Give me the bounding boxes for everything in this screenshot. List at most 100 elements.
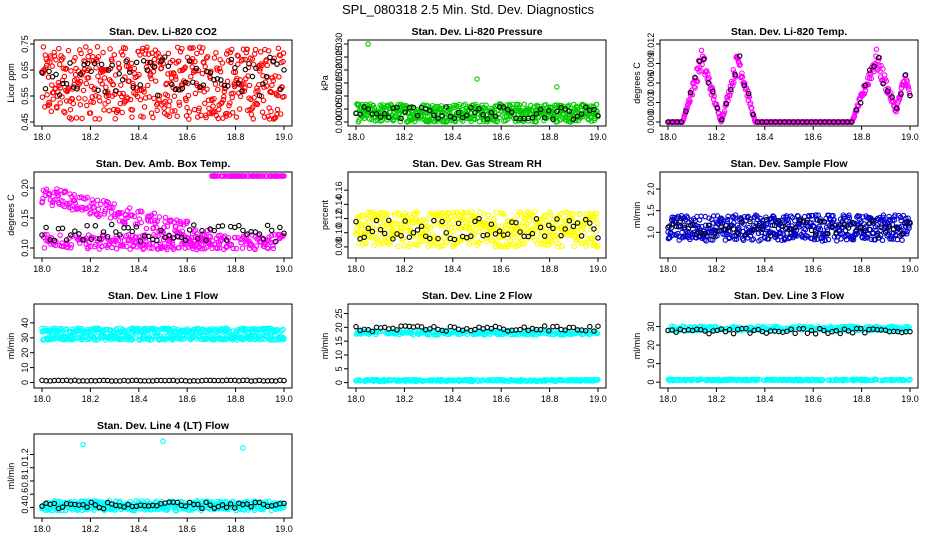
data-point <box>681 222 688 229</box>
data-point <box>98 201 104 208</box>
x-tick-label: 18.2 <box>708 264 726 274</box>
data-point <box>281 67 287 73</box>
x-tick-label: 18.2 <box>396 132 414 142</box>
data-point <box>192 58 198 65</box>
data-point <box>361 104 367 110</box>
x-tick-label: 18.8 <box>541 394 559 404</box>
data-point <box>281 93 287 100</box>
data-point <box>893 105 900 111</box>
data-point <box>769 222 776 228</box>
data-point <box>751 376 757 383</box>
data-point <box>96 116 103 122</box>
data-point <box>476 215 482 222</box>
data-point <box>529 118 536 124</box>
data-point <box>161 105 167 111</box>
data-point <box>183 79 189 86</box>
data-point <box>118 93 125 100</box>
y-tick-label: 0.012 <box>646 33 656 56</box>
data-point <box>849 219 856 226</box>
data-point <box>138 219 145 226</box>
data-point <box>484 116 491 122</box>
data-point <box>363 378 370 384</box>
data-point <box>127 246 133 252</box>
data-point <box>73 115 80 121</box>
data-point <box>673 223 679 230</box>
data-point <box>171 71 177 77</box>
data-point <box>537 224 544 231</box>
data-point <box>858 224 864 230</box>
data-point <box>390 236 396 242</box>
x-tick-label: 18.0 <box>347 394 365 404</box>
data-point <box>779 217 785 223</box>
data-point <box>238 240 244 246</box>
data-point <box>119 109 125 116</box>
data-point <box>43 224 49 231</box>
data-point <box>187 73 194 80</box>
data-point <box>533 111 540 117</box>
x-tick-label: 18.6 <box>804 264 822 274</box>
data-point <box>676 233 683 240</box>
data-point <box>427 107 433 114</box>
data-point <box>148 218 154 224</box>
data-point <box>865 81 872 88</box>
data-point <box>443 328 449 334</box>
data-point <box>808 227 815 234</box>
y-tick-label: 20 <box>20 348 30 358</box>
outlier-point <box>554 84 560 90</box>
data-point <box>57 84 64 91</box>
data-point <box>175 58 182 64</box>
data-point <box>595 323 601 329</box>
plot-frame <box>347 171 607 259</box>
data-point <box>48 326 55 332</box>
data-point <box>59 225 66 232</box>
data-point <box>570 324 577 331</box>
data-point <box>182 64 188 70</box>
data-point <box>87 110 94 116</box>
data-point <box>517 326 523 333</box>
data-point <box>148 75 154 82</box>
data-point <box>591 226 597 232</box>
data-point <box>541 323 548 329</box>
data-point <box>166 103 172 109</box>
data-point <box>718 223 725 229</box>
data-point <box>174 113 180 119</box>
data-point <box>692 74 698 81</box>
data-point <box>778 230 784 237</box>
data-point <box>98 61 105 68</box>
data-point <box>137 82 143 88</box>
data-point <box>363 240 370 246</box>
x-tick-label: 19.0 <box>901 132 919 142</box>
data-point <box>469 238 476 245</box>
data-point <box>811 223 817 230</box>
data-point <box>88 68 94 75</box>
data-point <box>140 86 147 92</box>
data-point <box>595 112 601 119</box>
data-point <box>252 229 259 235</box>
data-point <box>804 217 811 223</box>
data-point <box>265 245 271 252</box>
data-point <box>150 114 156 121</box>
data-point <box>502 235 508 241</box>
data-point <box>521 240 528 247</box>
data-point <box>39 69 45 76</box>
data-point <box>410 332 417 338</box>
data-point <box>817 226 824 233</box>
points-layer <box>39 325 287 384</box>
data-point <box>51 237 58 244</box>
data-point <box>235 80 242 86</box>
data-point <box>711 93 717 99</box>
data-point <box>767 233 774 239</box>
data-point <box>151 210 158 217</box>
x-tick-label: 18.0 <box>33 132 51 142</box>
data-point <box>135 209 141 215</box>
data-point <box>521 324 527 330</box>
data-point <box>498 243 505 250</box>
data-point <box>378 213 385 220</box>
data-point <box>172 86 179 93</box>
data-point <box>146 94 152 100</box>
data-point <box>386 114 392 121</box>
data-point <box>689 221 696 228</box>
data-point <box>134 244 140 250</box>
